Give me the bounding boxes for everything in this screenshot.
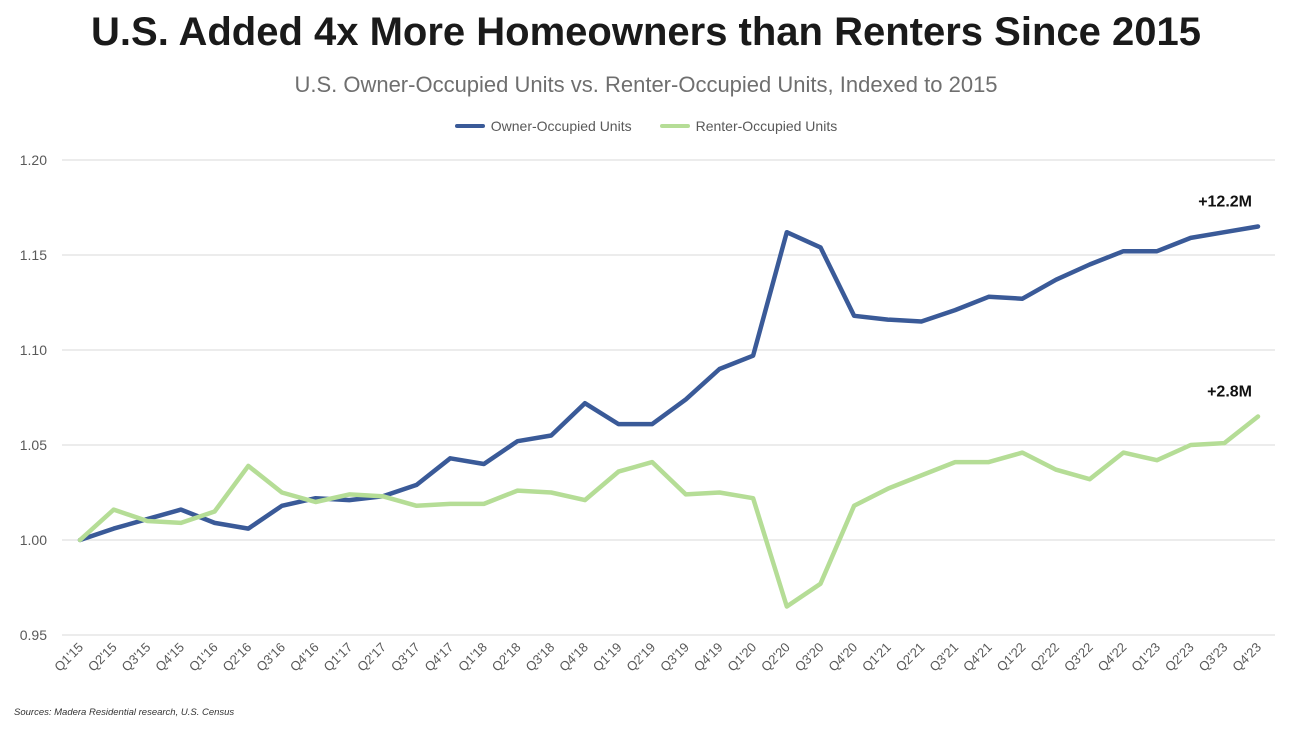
series-line-renter — [77, 414, 1261, 609]
x-tick-label: Q1'19 — [590, 640, 625, 675]
chart-subtitle: U.S. Owner-Occupied Units vs. Renter-Occ… — [294, 72, 998, 97]
legend-item-renter: Renter-Occupied Units — [659, 118, 838, 134]
x-tick-label: Q4'23 — [1229, 640, 1264, 675]
x-tick-label: Q1'21 — [859, 640, 894, 675]
x-tick-label: Q2'19 — [623, 640, 658, 675]
x-tick-label: Q1'20 — [724, 640, 759, 675]
y-tick-label: 1.20 — [20, 152, 47, 168]
y-tick-label: 1.00 — [20, 532, 47, 548]
x-tick-label: Q2'22 — [1027, 640, 1062, 675]
x-tick-label: Q3'19 — [657, 640, 692, 675]
chart-title: U.S. Added 4x More Homeowners than Rente… — [91, 10, 1201, 54]
x-tick-label: Q1'22 — [994, 640, 1029, 675]
legend-item-owner: Owner-Occupied Units — [454, 118, 632, 134]
x-tick-label: Q3'22 — [1061, 640, 1096, 675]
legend-label-renter: Renter-Occupied Units — [695, 118, 838, 134]
x-tick-label: Q3'21 — [926, 640, 961, 675]
y-tick-label: 1.05 — [20, 437, 47, 453]
x-tick-label: Q4'19 — [691, 640, 726, 675]
x-tick-label: Q1'18 — [455, 640, 490, 675]
annotation-owner: +12.2M — [1198, 194, 1252, 211]
legend-swatch-owner — [454, 124, 485, 128]
source-note: Sources: Madera Residential research, U.… — [14, 707, 235, 718]
x-tick-label: Q2'18 — [489, 640, 524, 675]
x-tick-label: Q1'16 — [186, 640, 221, 675]
x-tick-label: Q3'23 — [1196, 640, 1231, 675]
x-tick-label: Q1'17 — [321, 640, 356, 675]
x-tick-label: Q2'23 — [1162, 640, 1197, 675]
x-tick-label: Q3'20 — [792, 640, 827, 675]
x-tick-label: Q4'15 — [152, 640, 187, 675]
legend-label-owner: Owner-Occupied Units — [490, 118, 632, 134]
x-tick-label: Q3'15 — [119, 640, 154, 675]
x-tick-label: Q2'16 — [220, 640, 255, 675]
legend-swatch-renter — [659, 124, 690, 128]
x-tick-label: Q4'16 — [287, 640, 322, 675]
x-tick-label: Q2'21 — [893, 640, 928, 675]
x-tick-label: Q2'15 — [85, 640, 120, 675]
x-tick-label: Q4'22 — [1095, 640, 1130, 675]
y-tick-label: 1.15 — [20, 247, 47, 263]
y-tick-label: 1.10 — [20, 342, 47, 358]
x-tick-label: Q3'16 — [253, 640, 288, 675]
x-tick-label: Q1'15 — [51, 640, 86, 675]
x-tick-label: Q4'18 — [556, 640, 591, 675]
annotation-renter: +2.8M — [1207, 384, 1252, 401]
x-tick-label: Q3'18 — [522, 640, 557, 675]
x-tick-label: Q4'17 — [421, 640, 456, 675]
x-tick-label: Q4'21 — [960, 640, 995, 675]
y-tick-label: 0.95 — [20, 627, 47, 643]
x-tick-label: Q3'17 — [388, 640, 423, 675]
x-tick-label: Q4'20 — [825, 640, 860, 675]
chart-legend: Owner-Occupied Units Renter-Occupied Uni… — [0, 118, 1292, 134]
x-tick-label: Q2'17 — [354, 640, 389, 675]
x-tick-label: Q1'23 — [1128, 640, 1163, 675]
series-line-owner — [77, 224, 1261, 543]
x-tick-label: Q2'20 — [758, 640, 793, 675]
